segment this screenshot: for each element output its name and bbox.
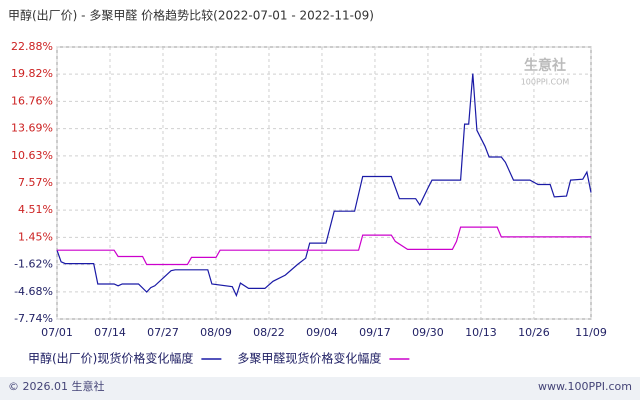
x-tick-label: 07/01 [41, 326, 73, 339]
x-tick-label: 08/22 [253, 326, 285, 339]
series-line [56, 73, 592, 298]
y-tick-label: 16.76% [11, 94, 53, 107]
x-tick-label: 08/09 [200, 326, 232, 339]
y-tick-label: 10.63% [11, 149, 53, 162]
watermark-url: 100PPI.COM [521, 78, 570, 87]
y-tick-label: 19.82% [11, 67, 53, 80]
y-tick-label: -4.68% [14, 285, 53, 298]
y-tick-label: 7.57% [18, 176, 53, 189]
x-tick-label: 10/13 [465, 326, 497, 339]
y-tick-label: 4.51% [18, 203, 53, 216]
y-tick-label: 22.88% [11, 40, 53, 53]
footer-site: www.100PPI.com [538, 380, 632, 393]
y-tick-label: -1.62% [14, 258, 53, 271]
footer-copyright: © 2026.01 生意社 [8, 379, 104, 393]
x-tick-label: 07/27 [147, 326, 179, 339]
legend-label: 甲醇(出厂价)现货价格变化幅度 [28, 351, 193, 366]
y-tick-label: 13.69% [11, 122, 53, 135]
x-tick-label: 09/30 [412, 326, 444, 339]
chart-title: 甲醇(出厂价) - 多聚甲醛 价格趋势比较(2022-07-01 - 2022-… [8, 8, 374, 23]
series-line [57, 226, 591, 266]
y-tick-label: 1.45% [18, 230, 53, 243]
x-tick-label: 10/26 [518, 326, 550, 339]
x-tick-label: 09/17 [359, 326, 391, 339]
x-tick-label: 11/09 [575, 326, 607, 339]
footer-bar [0, 377, 640, 400]
x-tick-label: 09/04 [306, 326, 338, 339]
watermark-name: 生意社 [524, 57, 566, 74]
y-tick-label: -7.74% [14, 312, 53, 325]
legend-label: 多聚甲醛现货价格变化幅度 [237, 351, 381, 366]
x-tick-label: 07/14 [94, 326, 126, 339]
